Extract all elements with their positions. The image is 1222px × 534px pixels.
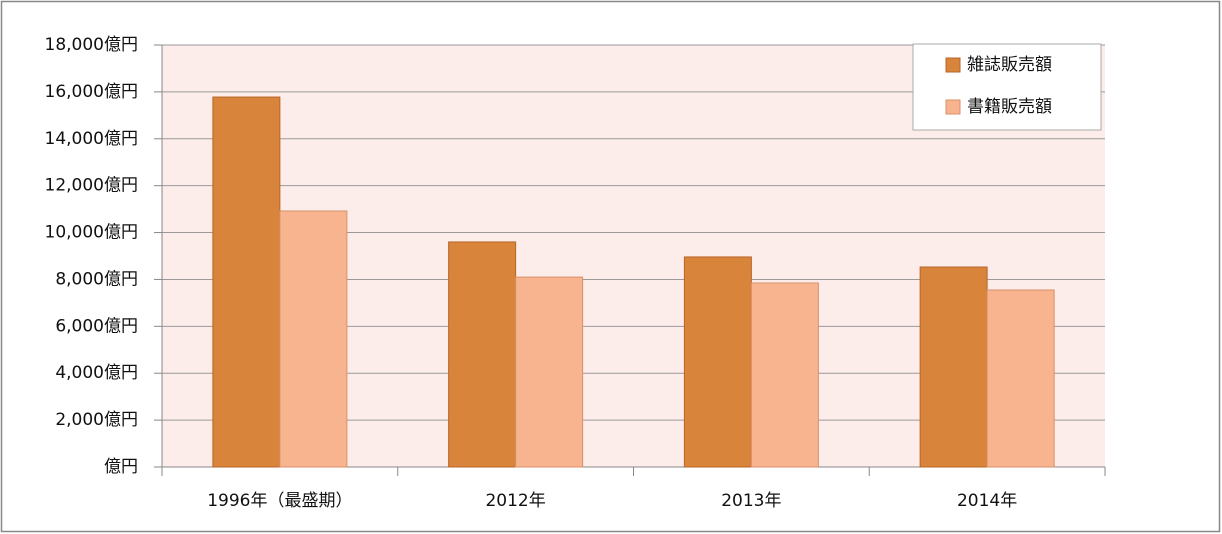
bar — [279, 210, 348, 468]
y-tick-label: 億円 — [104, 457, 138, 477]
bar — [683, 256, 752, 468]
y-tick-label: 2,000億円 — [55, 410, 138, 430]
x-tick-label: 2014年 — [957, 491, 1017, 511]
legend-swatch — [945, 57, 961, 73]
x-tick-label: 1996年（最盛期） — [207, 491, 352, 511]
x-tick-label: 2013年 — [721, 491, 781, 511]
bar — [515, 276, 584, 468]
bar — [750, 282, 819, 468]
legend-label: 雑誌販売額 — [967, 55, 1052, 75]
bar — [986, 289, 1055, 468]
y-tick-label: 18,000億円 — [45, 35, 138, 55]
y-tick-label: 12,000億円 — [45, 176, 138, 196]
y-tick-label: 8,000億円 — [55, 269, 138, 289]
x-tick-label: 2012年 — [485, 491, 545, 511]
legend-box — [912, 43, 1102, 131]
y-tick-label: 14,000億円 — [45, 129, 138, 149]
y-tick-label: 6,000億円 — [55, 316, 138, 336]
y-tick-label: 10,000億円 — [45, 223, 138, 243]
bar — [919, 266, 988, 468]
y-tick-label: 4,000億円 — [55, 363, 138, 383]
y-tick-label: 16,000億円 — [45, 82, 138, 102]
legend-swatch — [945, 99, 961, 115]
bar — [212, 96, 281, 468]
legend-label: 書籍販売額 — [967, 97, 1052, 117]
bar — [448, 241, 517, 468]
